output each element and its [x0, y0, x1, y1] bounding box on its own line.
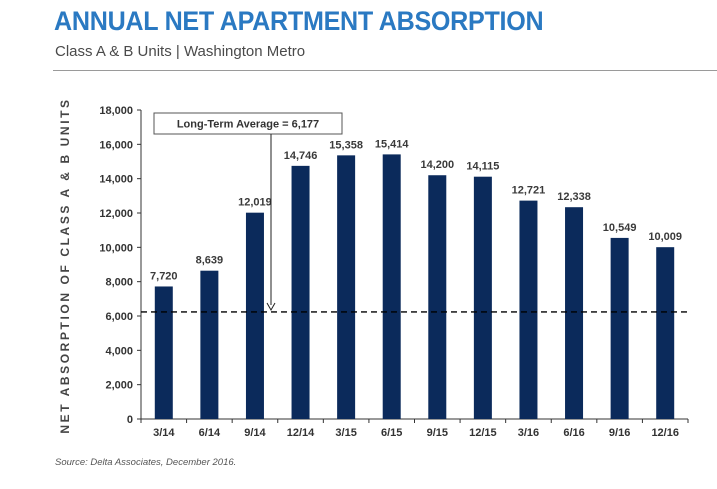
- x-tick-label: 3/14: [153, 427, 175, 439]
- bar: [154, 286, 173, 419]
- data-label: 12,019: [238, 197, 272, 209]
- x-tick-label: 9/16: [609, 427, 630, 439]
- x-tick-label: 3/15: [335, 427, 356, 439]
- y-tick-label: 4,000: [105, 345, 133, 357]
- y-tick-label: 8,000: [105, 277, 133, 289]
- x-tick-label: 6/16: [563, 427, 584, 439]
- bar: [610, 237, 629, 419]
- chart-subtitle: Class A & B Units | Washington Metro: [55, 43, 306, 60]
- x-tick-label: 3/16: [518, 427, 539, 439]
- y-tick-label: 14,000: [99, 174, 133, 186]
- annotation-box: [153, 112, 343, 135]
- bar: [291, 165, 310, 419]
- data-label: 14,746: [284, 150, 318, 162]
- data-label: 15,414: [375, 138, 410, 150]
- data-label: 12,338: [557, 191, 591, 203]
- bar: [382, 154, 401, 419]
- data-label: 10,009: [648, 231, 682, 243]
- x-tick-label: 6/15: [381, 427, 402, 439]
- header-divider: [53, 70, 717, 71]
- y-tick-label: 16,000: [99, 139, 133, 151]
- chart-title: ANNUAL NET APARTMENT ABSORPTION: [54, 6, 544, 36]
- x-tick-label: 12/16: [651, 427, 679, 439]
- x-tick-label: 6/14: [199, 427, 221, 439]
- x-tick-label: 12/15: [469, 427, 497, 439]
- data-label: 7,720: [150, 270, 178, 282]
- y-tick-label: 6,000: [105, 311, 133, 323]
- data-label: 12,721: [512, 185, 546, 197]
- bar: [656, 247, 675, 419]
- y-tick-label: 0: [127, 414, 133, 426]
- x-tick-label: 9/14: [244, 427, 266, 439]
- bar: [473, 176, 492, 419]
- bar: [245, 212, 264, 419]
- bar: [519, 200, 538, 419]
- source-note: Source: Delta Associates, December 2016.: [55, 457, 237, 468]
- data-label: 14,200: [420, 159, 454, 171]
- x-tick-label: 9/15: [427, 427, 448, 439]
- data-label: 14,115: [466, 161, 499, 173]
- annotation-label: Long-Term Average = 6,177: [177, 119, 319, 131]
- data-label: 15,358: [329, 139, 363, 151]
- bar: [337, 155, 356, 419]
- data-label: 8,639: [196, 255, 224, 267]
- bar: [200, 270, 219, 419]
- y-tick-label: 18,000: [99, 105, 133, 117]
- x-tick-label: 12/14: [287, 427, 315, 439]
- y-tick-label: 12,000: [99, 208, 133, 220]
- y-tick-label: 10,000: [99, 242, 133, 254]
- bar: [565, 207, 584, 419]
- bar: [428, 175, 447, 419]
- y-axis-title: NET ABSORPTION OF CLASS A & B UNITS: [58, 97, 72, 433]
- data-label: 10,549: [603, 222, 637, 234]
- y-tick-label: 2,000: [105, 380, 133, 392]
- annotation-arrowhead: [266, 302, 276, 311]
